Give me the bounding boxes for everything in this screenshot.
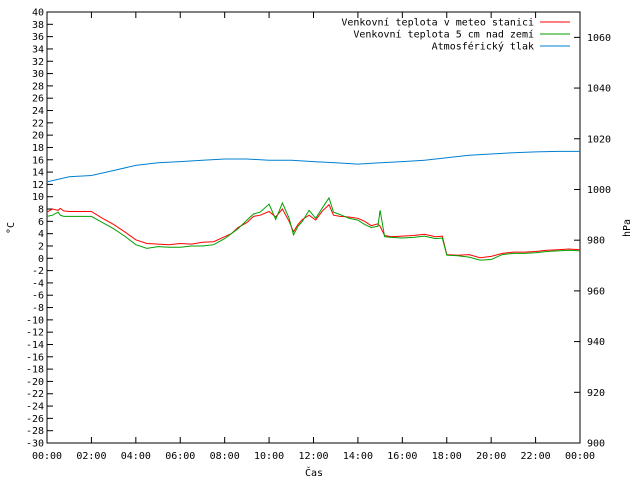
- y-tick-label: -4: [32, 278, 44, 289]
- y-tick-label: -8: [32, 303, 44, 314]
- legend-label: Atmosférický tlak: [432, 41, 534, 53]
- x-tick-label: 22:00: [521, 451, 551, 462]
- y-tick-label: 30: [32, 69, 44, 80]
- y-tick-label: 24: [32, 106, 44, 117]
- y-tick-label: -6: [32, 291, 44, 302]
- y-tick-label: 38: [32, 20, 44, 31]
- y-tick-label: 18: [32, 143, 44, 154]
- y-tick-label: -28: [26, 426, 44, 437]
- x-tick-label: 00:00: [32, 451, 62, 462]
- y-tick-label: 2: [38, 241, 44, 252]
- y-tick-label: -12: [26, 328, 44, 339]
- y-tick-label: 0: [38, 254, 44, 265]
- legend: Venkovní teplota v meteo staniciVenkovní…: [341, 17, 570, 53]
- x-tick-label: 10:00: [254, 451, 284, 462]
- y-tick-label: 6: [38, 217, 44, 228]
- y-tick-label: -26: [26, 414, 44, 425]
- y-tick-label: 26: [32, 94, 44, 105]
- y-tick-label: -10: [26, 315, 44, 326]
- y-tick-label: -24: [26, 402, 44, 413]
- y2-tick-label: 960: [587, 286, 605, 297]
- y2-tick-label: 900: [587, 439, 605, 450]
- y-tick-label: -18: [26, 365, 44, 376]
- y-tick-label: -20: [26, 377, 44, 388]
- y-tick-label: 28: [32, 81, 44, 92]
- y-tick-label: 16: [32, 155, 44, 166]
- y2-tick-label: 920: [587, 388, 605, 399]
- x-tick-label: 12:00: [298, 451, 328, 462]
- y-tick-label: -14: [26, 340, 44, 351]
- x-axis-label: Čas: [305, 466, 323, 479]
- x-tick-label: 18:00: [432, 451, 462, 462]
- y-tick-label: 32: [32, 57, 44, 68]
- legend-label: Venkovní teplota v meteo stanici: [341, 17, 534, 29]
- y-tick-label: -30: [26, 439, 44, 450]
- y2-tick-label: 1060: [587, 33, 611, 44]
- y2-tick-label: 1020: [587, 134, 611, 145]
- legend-label: Venkovní teplota 5 cm nad zemí: [353, 29, 534, 41]
- y2-tick-label: 1040: [587, 84, 611, 95]
- y-tick-label: 12: [32, 180, 44, 191]
- x-tick-label: 06:00: [165, 451, 195, 462]
- y-tick-label: -2: [32, 266, 44, 277]
- y-tick-label: -22: [26, 389, 44, 400]
- x-tick-label: 04:00: [121, 451, 151, 462]
- series-line-3: [46, 150, 580, 183]
- y-tick-label: 34: [32, 44, 44, 55]
- y2-tick-label: 980: [587, 236, 605, 247]
- x-tick-label: 02:00: [76, 451, 106, 462]
- y-tick-label: 22: [32, 118, 44, 129]
- y-tick-label: -16: [26, 352, 44, 363]
- series-line-1: [46, 203, 581, 259]
- y-tick-label: 36: [32, 32, 44, 43]
- y-tick-label: 4: [38, 229, 44, 240]
- series-layer: [46, 150, 581, 261]
- y-tick-label: 40: [32, 8, 44, 19]
- x-tick-label: 14:00: [343, 451, 373, 462]
- y-axis-label: °C: [6, 222, 17, 234]
- series-line-2: [46, 196, 581, 261]
- y2-axis-label: hPa: [622, 219, 633, 237]
- x-tick-label: 00:00: [565, 451, 595, 462]
- y2-tick-label: 1000: [587, 185, 611, 196]
- x-tick-label: 08:00: [210, 451, 240, 462]
- y2-tick-label: 940: [587, 337, 605, 348]
- axes-layer: 4038363432302826242220181614121086420-2-…: [26, 8, 611, 463]
- x-tick-label: 16:00: [387, 451, 417, 462]
- y-tick-label: 8: [38, 205, 44, 216]
- y-tick-label: 20: [32, 131, 44, 142]
- x-tick-label: 20:00: [476, 451, 506, 462]
- y-tick-label: 14: [32, 168, 44, 179]
- y-tick-label: 10: [32, 192, 44, 203]
